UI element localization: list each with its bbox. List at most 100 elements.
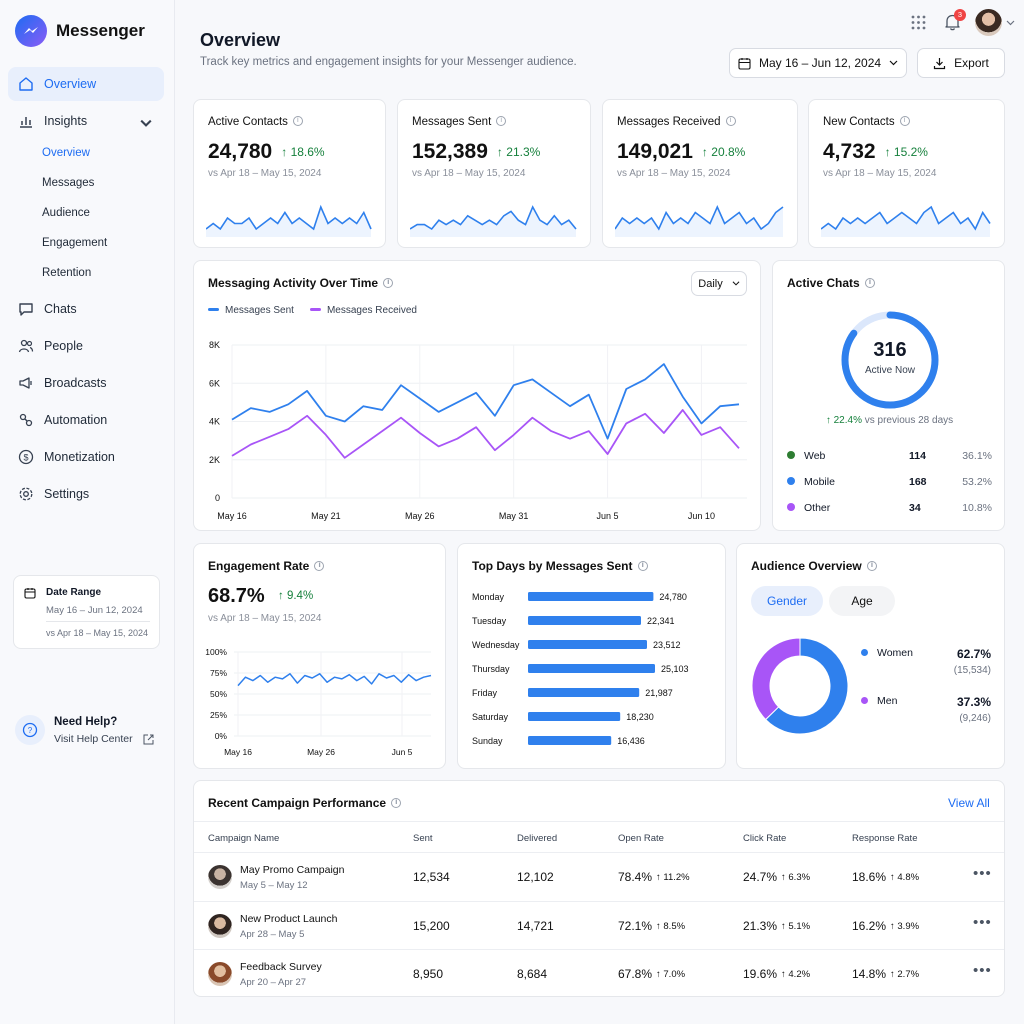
column-header: Delivered xyxy=(517,833,558,844)
sidebar-sub-engagement[interactable]: Engagement xyxy=(42,237,108,249)
campaign-name[interactable]: New Product Launch xyxy=(240,912,338,925)
help-center[interactable]: ? Need Help? Visit Help Center xyxy=(15,715,154,745)
campaign-name[interactable]: Feedback Survey xyxy=(240,961,322,973)
sent-value: 15,200 xyxy=(413,918,450,933)
kpi-label: New Contacts xyxy=(823,116,910,128)
audience-row: Men 37.3% (9,246) xyxy=(861,695,991,729)
messaging-activity-chart: 0 2K 4K 6K 8K May 16 May 21 May 26 May 31 Jun 5 Ju… xyxy=(209,340,747,521)
kpi-value: 24,780 xyxy=(208,140,273,163)
info-icon[interactable] xyxy=(383,278,394,288)
interval-dropdown[interactable]: Daily xyxy=(691,271,747,296)
sidebar-item-label: Settings xyxy=(44,487,90,501)
date-range-picker[interactable]: May 16 – Jun 12, 2024 xyxy=(729,48,907,78)
chevron-down-icon xyxy=(889,60,898,66)
table-row[interactable]: May Promo Campaign May 5 – May 12 12,534… xyxy=(194,852,1004,900)
kpi-card[interactable]: Messages Received 149,021 ↑ 20.8% vs Apr… xyxy=(602,99,798,248)
bar-wednesday xyxy=(528,640,647,649)
info-icon[interactable] xyxy=(899,116,910,126)
user-avatar[interactable] xyxy=(975,9,1002,36)
sidebar-item-label: Chats xyxy=(44,302,77,316)
more-options-icon[interactable]: ••• xyxy=(973,865,992,882)
row-pct: 62.7% xyxy=(956,647,991,661)
row-count: 168 xyxy=(909,476,927,488)
notifications[interactable]: 3 xyxy=(944,9,966,34)
open-rate-value: 67.8% xyxy=(618,967,653,981)
info-icon[interactable] xyxy=(637,561,648,571)
card-title: Audience Overview xyxy=(751,559,877,573)
bell-icon xyxy=(945,14,960,31)
delivered-value: 14,721 xyxy=(517,918,554,933)
info-icon[interactable] xyxy=(864,278,875,288)
legend-messages-received[interactable]: Messages Received xyxy=(309,305,417,316)
more-options-icon[interactable]: ••• xyxy=(973,913,992,931)
row-pct: 37.3% xyxy=(956,695,991,709)
kpi-sparkline xyxy=(206,204,372,237)
legend-messages-sent[interactable]: Messages Sent xyxy=(208,305,294,316)
campaign-name[interactable]: May Promo Campaign xyxy=(240,864,345,876)
table-row[interactable]: New Product Launch Apr 28 – May 5 15,200… xyxy=(194,900,1004,949)
sidebar-item-people[interactable]: People xyxy=(8,329,164,363)
y-tick-label: 75% xyxy=(210,668,227,678)
external-link-icon[interactable] xyxy=(143,734,154,745)
info-icon[interactable] xyxy=(292,116,303,126)
view-all-link[interactable]: View All xyxy=(948,796,990,810)
kpi-compare: vs Apr 18 – May 15, 2024 xyxy=(823,168,937,179)
sidebar-date-range-card[interactable]: Date Range May 16 – Jun 12, 2024 vs Apr … xyxy=(13,575,160,649)
people-icon xyxy=(18,339,34,353)
kpi-value: 149,021 xyxy=(617,140,693,163)
download-icon xyxy=(934,57,946,69)
kpi-compare: vs Apr 18 – May 15, 2024 xyxy=(412,168,526,179)
x-tick-label: May 16 xyxy=(224,747,252,757)
kpi-card[interactable]: Messages Sent 152,389 ↑ 21.3% vs Apr 18 … xyxy=(397,99,591,248)
column-header: Click Rate xyxy=(743,833,787,844)
audience-overview-card: Audience Overview Gender Age Women 62.7%… xyxy=(736,543,1005,769)
info-icon[interactable] xyxy=(314,561,325,571)
info-icon[interactable] xyxy=(496,116,507,126)
response-rate-delta: ↑ 2.7% xyxy=(890,969,920,980)
more-options-icon[interactable]: ••• xyxy=(973,962,992,979)
bar-saturday xyxy=(528,712,621,721)
info-icon[interactable] xyxy=(866,561,877,571)
bar-value-label: 25,103 xyxy=(661,664,689,674)
calendar-icon xyxy=(24,588,36,599)
open-rate-value: 78.4% xyxy=(618,870,653,884)
x-tick-label: Jun 5 xyxy=(597,511,619,521)
export-button[interactable]: Export xyxy=(917,48,1005,78)
chevron-down-icon[interactable] xyxy=(1006,19,1015,27)
x-tick-label: May 26 xyxy=(307,747,335,757)
row-count: (9,246) xyxy=(959,713,991,724)
help-link[interactable]: Visit Help Center xyxy=(54,733,133,745)
sidebar-item-overview[interactable]: Overview xyxy=(8,67,164,101)
sidebar-sub-retention[interactable]: Retention xyxy=(42,267,92,279)
sidebar-sub-messages[interactable]: Messages xyxy=(42,177,95,189)
sidebar-sub-overview[interactable]: Overview xyxy=(42,147,90,159)
kpi-card[interactable]: New Contacts 4,732 ↑ 15.2% vs Apr 18 – M… xyxy=(808,99,1005,248)
sidebar-item-monetization[interactable]: $ Monetization xyxy=(8,440,164,474)
column-header: Campaign Name xyxy=(208,833,280,844)
column-header: Open Rate xyxy=(618,833,664,844)
messenger-logo-icon xyxy=(15,15,47,47)
apps-grid-icon[interactable] xyxy=(911,15,926,30)
kpi-card[interactable]: Active Contacts 24,780 ↑ 18.6% vs Apr 18… xyxy=(193,99,386,248)
open-rate-value: 72.1% xyxy=(618,918,653,933)
sidebar-item-broadcasts[interactable]: Broadcasts xyxy=(8,366,164,400)
sidebar-item-settings[interactable]: Settings xyxy=(8,477,164,511)
sidebar-item-automation[interactable]: Automation xyxy=(8,403,164,437)
engagement-rate-card: Engagement Rate 68.7% ↑ 9.4% vs Apr 18 –… xyxy=(193,543,446,769)
y-tick-label: 25% xyxy=(210,710,227,720)
dollar-icon: $ xyxy=(18,449,34,465)
active-chats-ring xyxy=(841,311,939,409)
broadcast-icon xyxy=(19,377,32,389)
brand[interactable]: Messenger xyxy=(15,15,145,47)
info-icon[interactable] xyxy=(725,116,736,126)
info-icon[interactable] xyxy=(391,798,402,808)
app-name: Messenger xyxy=(56,21,145,40)
x-tick-label: Jun 10 xyxy=(688,511,715,521)
table-row[interactable]: Feedback Survey Apr 20 – Apr 27 8,950 8,… xyxy=(194,949,1004,997)
tab-age[interactable]: Age xyxy=(829,586,895,616)
tab-gender[interactable]: Gender xyxy=(751,586,823,616)
sidebar-item-chats[interactable]: Chats xyxy=(8,292,164,326)
sidebar-item-insights[interactable]: Insights xyxy=(8,104,164,138)
sidebar-sub-audience[interactable]: Audience xyxy=(42,207,90,219)
open-rate-delta: ↑ 11.2% xyxy=(656,872,690,883)
